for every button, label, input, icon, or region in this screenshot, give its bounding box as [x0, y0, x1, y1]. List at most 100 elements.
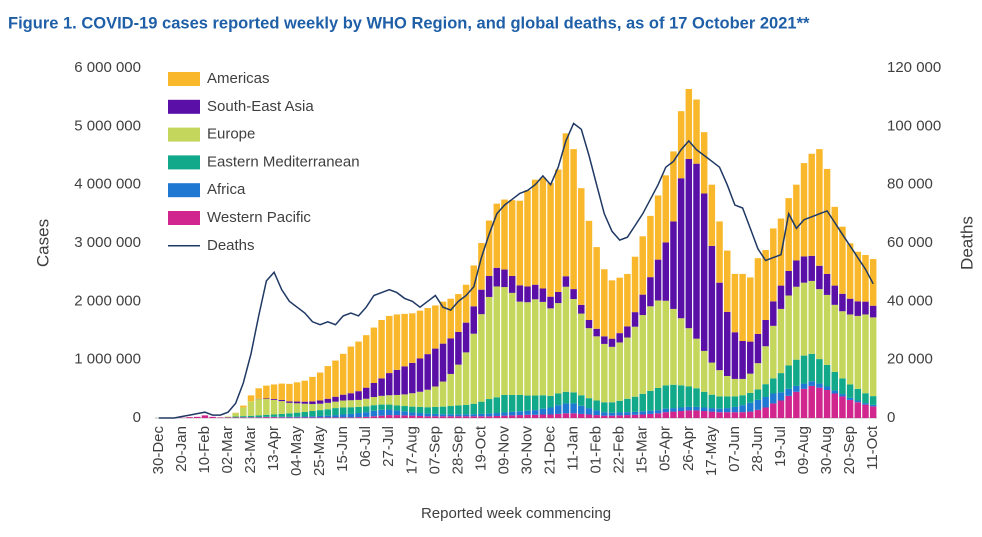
bar-segment	[739, 395, 746, 406]
bar-segment	[224, 416, 232, 418]
bar-segment	[793, 184, 800, 261]
bar-segment	[854, 388, 862, 401]
bar-segment	[416, 413, 424, 416]
bar-segment	[493, 397, 501, 414]
bar-segment	[255, 415, 262, 418]
bar-segment	[770, 403, 777, 418]
bar-segment	[624, 412, 631, 416]
bar-segment	[447, 298, 454, 339]
bar-segment	[555, 303, 562, 394]
bar-segment	[624, 398, 631, 413]
bar-segment	[508, 394, 516, 412]
bar-segment	[478, 314, 485, 402]
legend-swatch	[168, 211, 200, 225]
bar-segment	[670, 408, 677, 412]
bar-segment	[831, 285, 838, 305]
bar-segment	[324, 402, 332, 410]
bar-segment	[846, 384, 854, 398]
bar-segment	[716, 221, 723, 283]
bar-segment	[324, 409, 332, 416]
bar-segment	[739, 378, 746, 396]
bar-segment	[462, 284, 470, 323]
bar-segment	[378, 404, 385, 410]
legend-label: Eastern Mediterranean	[207, 153, 360, 170]
bar-segment	[501, 199, 508, 270]
bar-segment	[839, 293, 846, 312]
bar-segment	[255, 417, 262, 418]
bar-segment	[846, 397, 854, 400]
bar-segment	[593, 400, 600, 411]
bar-segment	[777, 373, 785, 393]
bar-segment	[608, 412, 616, 416]
bar-segment	[493, 267, 501, 287]
bar-segment	[493, 415, 501, 418]
bar-segment	[224, 417, 232, 418]
x-tick-label: 06-Jul	[357, 426, 374, 467]
bar-segment	[409, 415, 416, 418]
bar-segment	[555, 393, 562, 406]
x-tick-label: 11-Oct	[864, 425, 881, 470]
bar-segment	[424, 416, 431, 418]
bar-segment	[316, 403, 324, 411]
bar-segment	[570, 413, 577, 418]
bar-segment	[416, 391, 424, 407]
bar-segment	[624, 337, 631, 399]
bar-segment	[570, 392, 577, 404]
bar-segment	[263, 414, 270, 417]
bar-segment	[754, 334, 762, 364]
bar-segment	[731, 396, 739, 407]
x-tick-label: 01-Feb	[588, 426, 605, 474]
bar-segment	[754, 389, 762, 400]
bar-segment	[723, 311, 731, 376]
bar-segment	[808, 385, 815, 418]
bar-segment	[562, 133, 570, 277]
x-tick-label: 20-Jan	[173, 426, 190, 472]
bar-segment	[332, 396, 339, 402]
bar-segment	[677, 407, 685, 411]
bar-segment	[747, 411, 754, 418]
bar-segment	[393, 410, 401, 416]
bar-segment	[816, 265, 823, 290]
bar-segment	[585, 220, 593, 320]
bar-segment	[631, 396, 639, 412]
bar-segment	[524, 414, 531, 418]
chart-title: Figure 1. COVID-19 cases reported weekly…	[8, 14, 810, 32]
bar-segment	[432, 305, 439, 349]
bar-segment	[278, 417, 285, 418]
bar-segment	[808, 280, 815, 354]
bar-segment	[362, 398, 370, 407]
bar-segment	[693, 99, 700, 164]
bar-segment	[447, 406, 454, 415]
bar-segment	[700, 391, 708, 408]
bar-segment	[286, 413, 293, 417]
legend-swatch	[168, 127, 200, 142]
bar-segment	[816, 383, 823, 388]
bar-segment	[823, 273, 831, 295]
bar-segment	[416, 310, 424, 359]
bar-segment	[685, 386, 693, 407]
bar-segment	[332, 360, 339, 397]
bar-segment	[762, 407, 769, 418]
bar-segment	[370, 416, 378, 418]
x-tick-label: 07-Jun	[726, 426, 743, 472]
bar-segment	[808, 381, 815, 386]
bar-segment	[531, 414, 539, 418]
bar-segment	[370, 397, 378, 406]
bar-segment	[793, 385, 800, 392]
bar-segment	[662, 300, 670, 386]
bar-segment	[562, 286, 570, 392]
bar-segment	[309, 417, 316, 418]
bar-segment	[362, 412, 370, 417]
bar-segment	[370, 327, 378, 383]
x-tick-label: 19-Oct	[472, 425, 489, 471]
bar-segment	[777, 400, 785, 418]
bar-segment	[685, 159, 693, 329]
bar-segment	[347, 393, 355, 401]
bar-segment	[869, 317, 877, 397]
bar-segment	[593, 336, 600, 401]
bar-segment	[677, 111, 685, 179]
bar-segment	[716, 412, 723, 418]
x-tick-label: 30-Dec	[150, 426, 167, 475]
bar-segment	[339, 394, 347, 401]
bar-segment	[301, 417, 309, 418]
